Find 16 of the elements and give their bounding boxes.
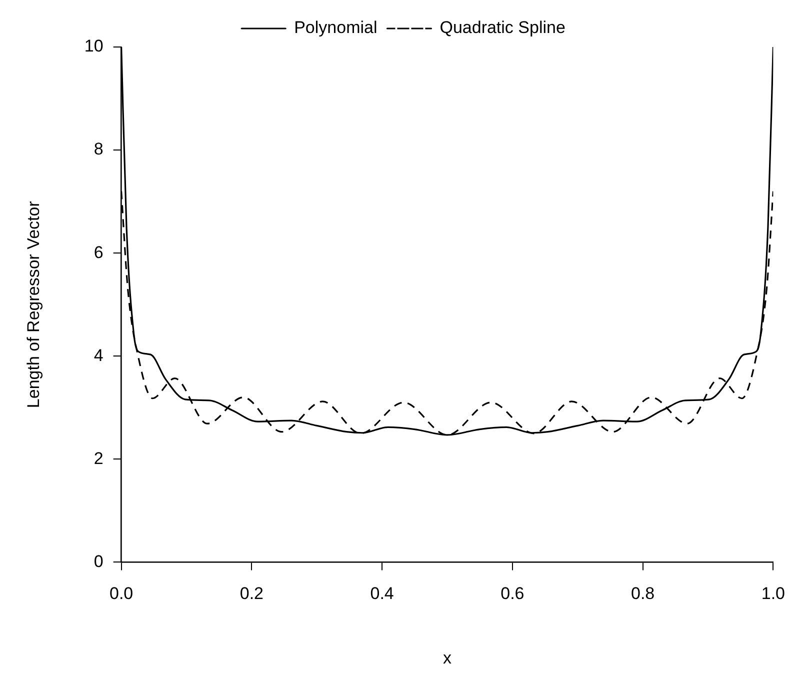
legend-label: Quadratic Spline	[440, 18, 566, 38]
x-tick-label: 0.0	[109, 584, 134, 604]
x-axis-title: x	[442, 648, 452, 668]
x-tick-label: 0.2	[240, 584, 264, 604]
y-tick-label: 6	[94, 242, 104, 262]
y-tick-label: 2	[94, 448, 104, 468]
y-tick-label: 4	[94, 346, 104, 365]
y-axis-title: Length of Regressor Vector	[24, 200, 43, 408]
y-tick-label: 0	[94, 552, 104, 571]
x-tick-label: 0.8	[630, 584, 655, 604]
x-tick-label: 0.4	[370, 584, 394, 604]
y-tick-label: 8	[94, 140, 104, 159]
x-tick-label: 1.0	[761, 584, 786, 604]
x-tick-label: 0.6	[500, 584, 524, 604]
y-tick-label: 10	[84, 36, 104, 56]
legend-label: Polynomial	[294, 18, 378, 38]
